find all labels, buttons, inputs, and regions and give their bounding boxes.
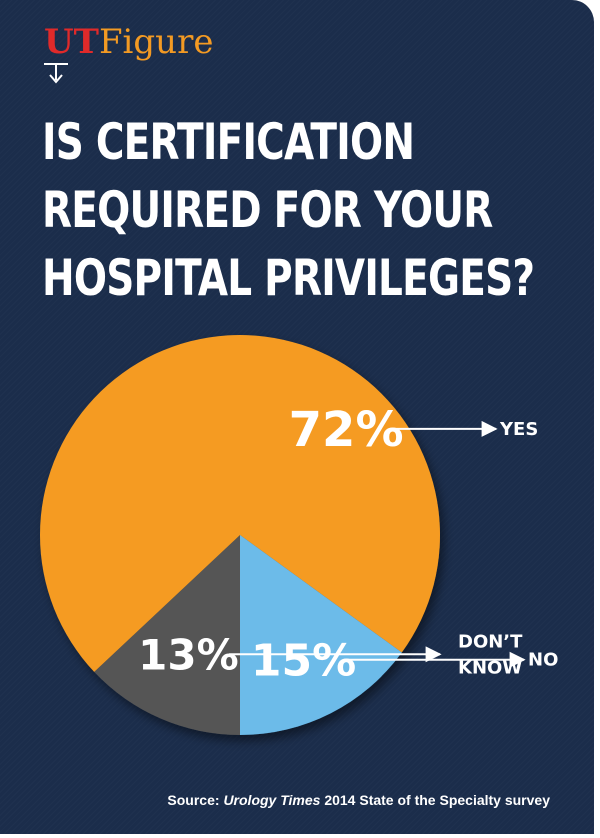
category-label-yes: YES <box>499 419 538 440</box>
source-rest: 2014 State of the Specialty survey <box>320 792 550 808</box>
value-label-dont-know: 13% <box>138 630 239 679</box>
down-arrow-icon <box>44 63 68 84</box>
category-label-no: NO <box>528 650 558 671</box>
chart-title: IS CERTIFICATION REQUIRED FOR YOUR HOSPI… <box>42 108 535 312</box>
slice-dont-know <box>94 535 241 735</box>
source-publication: Urology Times <box>223 792 321 808</box>
category-label-dont-know-line-2: KNOW <box>458 657 522 678</box>
title-line-3: HOSPITAL PRIVILEGES? <box>42 249 535 307</box>
title-line-2: REQUIRED FOR YOUR <box>42 181 493 239</box>
logo-ut: UT <box>44 22 99 62</box>
source-note: Source: Urology Times 2014 State of the … <box>167 792 550 808</box>
category-label-dont-know-line-1: DON’T <box>458 631 523 652</box>
slice-no <box>240 535 402 735</box>
slice-yes <box>40 334 441 672</box>
value-label-yes: 72% <box>289 402 404 458</box>
ut-figure-logo: UTFigure <box>44 22 213 62</box>
title-line-1: IS CERTIFICATION <box>42 113 415 171</box>
value-label-no: 15% <box>251 636 356 687</box>
source-prefix: Source: <box>167 792 224 808</box>
logo-figure: Figure <box>98 22 214 62</box>
